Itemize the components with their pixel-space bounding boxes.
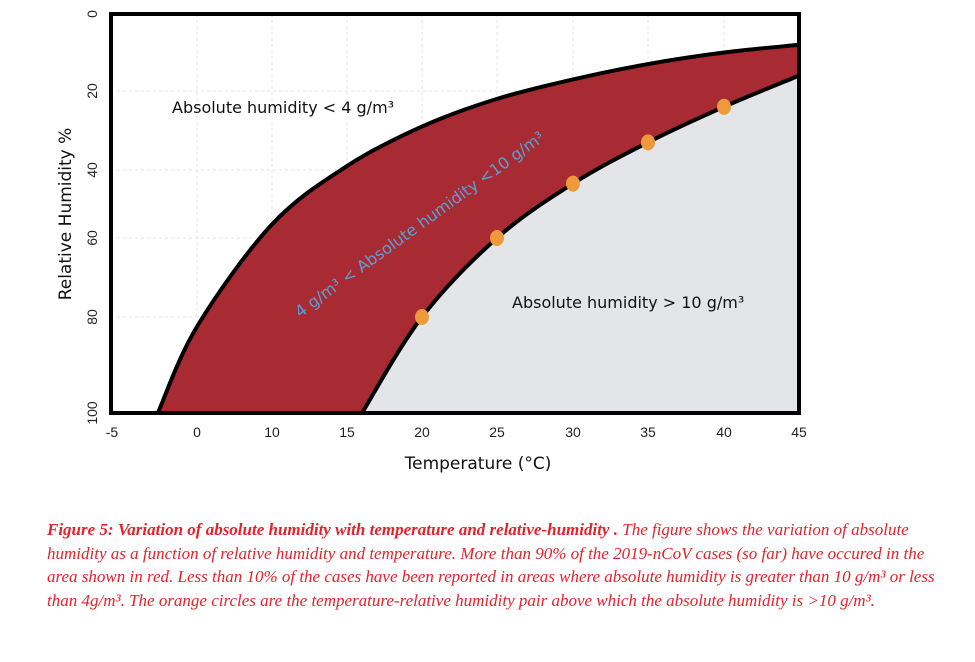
annotation-low: Absolute humidity < 4 g/m³	[172, 98, 394, 117]
y-axis-title: Relative Humidity %	[56, 128, 76, 301]
x-tick-label: -5	[106, 424, 119, 440]
x-axis-title: Temperature (°C)	[404, 454, 552, 474]
red-band-region	[157, 44, 799, 414]
orange-circles	[415, 98, 731, 325]
y-tick-labels: 0 20 40 60 80 100	[84, 10, 100, 425]
x-tick-label: 0	[193, 424, 201, 440]
orange-circle	[566, 175, 580, 192]
orange-circle	[490, 230, 504, 246]
high-humidity-region	[362, 75, 799, 413]
figure-caption: Figure 5: Variation of absolute humidity…	[47, 518, 947, 612]
y-tick-label: 40	[84, 162, 100, 178]
plot-frame	[109, 12, 801, 415]
y-tick-label: 80	[84, 309, 100, 325]
y-tick-label: 100	[84, 401, 100, 425]
y-tick-label: 20	[84, 83, 100, 99]
y-tick-label: 0	[84, 10, 100, 18]
x-tick-label: 15	[339, 424, 355, 440]
orange-circle	[415, 309, 429, 325]
curve-4gm3	[156, 42, 800, 414]
y-tick-label: 60	[84, 230, 100, 246]
x-tick-label: 25	[489, 424, 505, 440]
caption-body: The figure shows the variation of absolu…	[47, 520, 935, 610]
orange-circle	[641, 134, 655, 151]
x-tick-labels: -5 0 10 15 20 25 30 35 40 45	[106, 424, 807, 440]
annotation-high: Absolute humidity > 10 g/m³	[512, 293, 744, 312]
caption-title: Figure 5: Variation of absolute humidity…	[47, 520, 618, 539]
x-tick-label: 40	[716, 424, 732, 440]
x-tick-label: 20	[414, 424, 430, 440]
x-tick-label: 30	[565, 424, 581, 440]
orange-circle	[717, 98, 731, 115]
x-tick-label: 35	[640, 424, 656, 440]
x-tick-label: 45	[791, 424, 807, 440]
x-tick-label: 10	[264, 424, 280, 440]
